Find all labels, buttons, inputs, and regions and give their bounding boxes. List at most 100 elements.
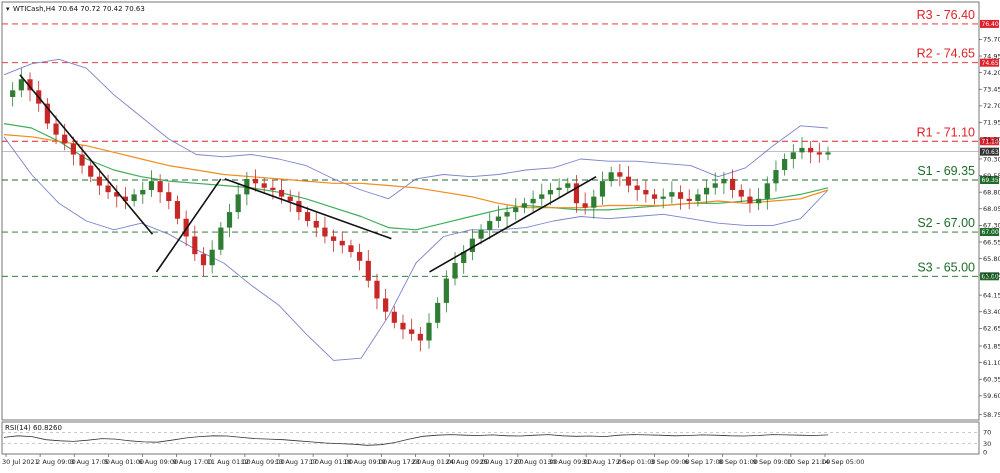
y-tick-label: 61.10 [983,359,1000,367]
candle-body [556,187,562,190]
candle-body [686,198,692,202]
candle-body [573,183,580,204]
y-tick-label: 65.80 [983,255,1000,263]
candle-body [287,196,293,202]
moving-averages [3,58,829,361]
candle-body [703,187,710,195]
candle-body [478,229,484,239]
candle-body [252,178,259,184]
candle-body [599,181,606,197]
candle-body [495,216,501,221]
candle-body [695,194,701,202]
candle-body [816,152,822,155]
y-tick-label: 73.45 [983,86,1000,94]
candle-body [235,194,241,213]
candle-body [756,198,762,204]
candle-body [10,90,16,97]
x-tick-label: 30 Aug 09:00 [548,458,592,466]
y-tick-label: 61.85 [983,342,1000,350]
y-tick-label: 67.30 [983,222,1000,230]
x-tick-label: 8 Sep 01:00 [719,458,758,466]
candle-body [114,192,120,197]
x-tick-label: 18 Aug 09:00 [343,458,387,466]
candle-body [226,212,233,228]
level-label: S2 - 67.00 [917,216,975,230]
x-tick-label: 13 Aug 17:00 [275,458,319,466]
candle-body [383,298,389,312]
candle-body [62,134,68,144]
level-price-tag [980,272,999,281]
y-tick-label: 62.65 [983,325,1000,333]
candle-body [669,192,675,197]
candle-body [565,183,571,188]
candle-body [391,311,397,323]
trendline [155,178,222,273]
y-tick-label: 58.75 [983,411,1000,419]
candle-body [764,183,770,199]
candle-body [452,263,458,279]
candle-body [729,178,736,190]
candle-body [209,249,215,266]
candle-body [808,147,814,153]
y-tick-label: 66.55 [983,238,1000,246]
x-tick-label: 2 Aug 09:00 [36,458,76,466]
x-tick-label: 30 Jul 2021 [2,458,39,466]
level-price-tag-text: 76.40 [982,21,999,28]
header-symbol: WTICash,H4 [13,5,56,13]
y-tick-label: 74.95 [983,52,1000,60]
level-price-tag [980,19,999,28]
x-tick-label: 6 Sep 17:00 [685,458,724,466]
candle-body [409,329,415,334]
last-price-tag-text: 70.63 [982,149,999,156]
candles [10,68,831,352]
candle-body [79,154,85,166]
candle-body [435,302,441,323]
candle-body [96,176,103,186]
candle-body [487,220,493,230]
level-label: R2 - 74.65 [917,47,975,61]
header-ohlc: 70.64 70.72 70.42 70.63 [58,5,145,13]
y-tick-label: 68.05 [983,205,1000,213]
candle-body [660,196,666,199]
last-price-tag [980,147,999,156]
candle-body [547,189,554,195]
candle-body [651,194,658,199]
level-lines: R3 - 76.40 76.40 R2 - 74.65 74.65 R1 - 71.10… [2,8,999,281]
x-tick-label: 31 Aug 17:00 [582,458,626,466]
candle-body [461,251,467,264]
candle-body [582,203,588,208]
x-tick-label: 9 Sep 09:00 [753,458,792,466]
x-tick-label: 12 Aug 09:00 [241,458,285,466]
x-tick-label: 11 Aug 01:00 [207,458,251,466]
candle-body [443,278,449,303]
candle-body [157,181,163,193]
candle-body [218,227,224,250]
x-tick-label: 17 Aug 01:00 [309,458,353,466]
level-price-tag-text: 71.10 [982,138,999,145]
candle-body [304,212,311,221]
candle-body [591,196,597,208]
candle-body [634,185,640,190]
rsi-pane-frame [1,421,980,455]
bollinger-upper-line [3,58,829,200]
y-tick-label: 59.60 [983,392,1000,400]
level-label: S3 - 65.00 [917,260,975,274]
level-price-tag-text: 69.35 [982,177,999,184]
y-tick-label: 70.30 [983,155,1000,163]
candle-body [88,165,94,177]
x-tick-label: 24 Aug 09:00 [446,458,490,466]
candle-body [721,178,727,184]
candle-body [140,189,146,195]
level-price-tag [980,176,999,185]
x-tick-label: 27 Aug 01:00 [514,458,558,466]
candle-body [278,189,285,197]
level-price-tag [980,137,999,146]
rsi-tick-label: 30 [983,440,991,448]
x-tick-label: 25 Aug 17:00 [480,458,524,466]
candle-body [504,212,510,217]
candle-body [782,158,788,171]
